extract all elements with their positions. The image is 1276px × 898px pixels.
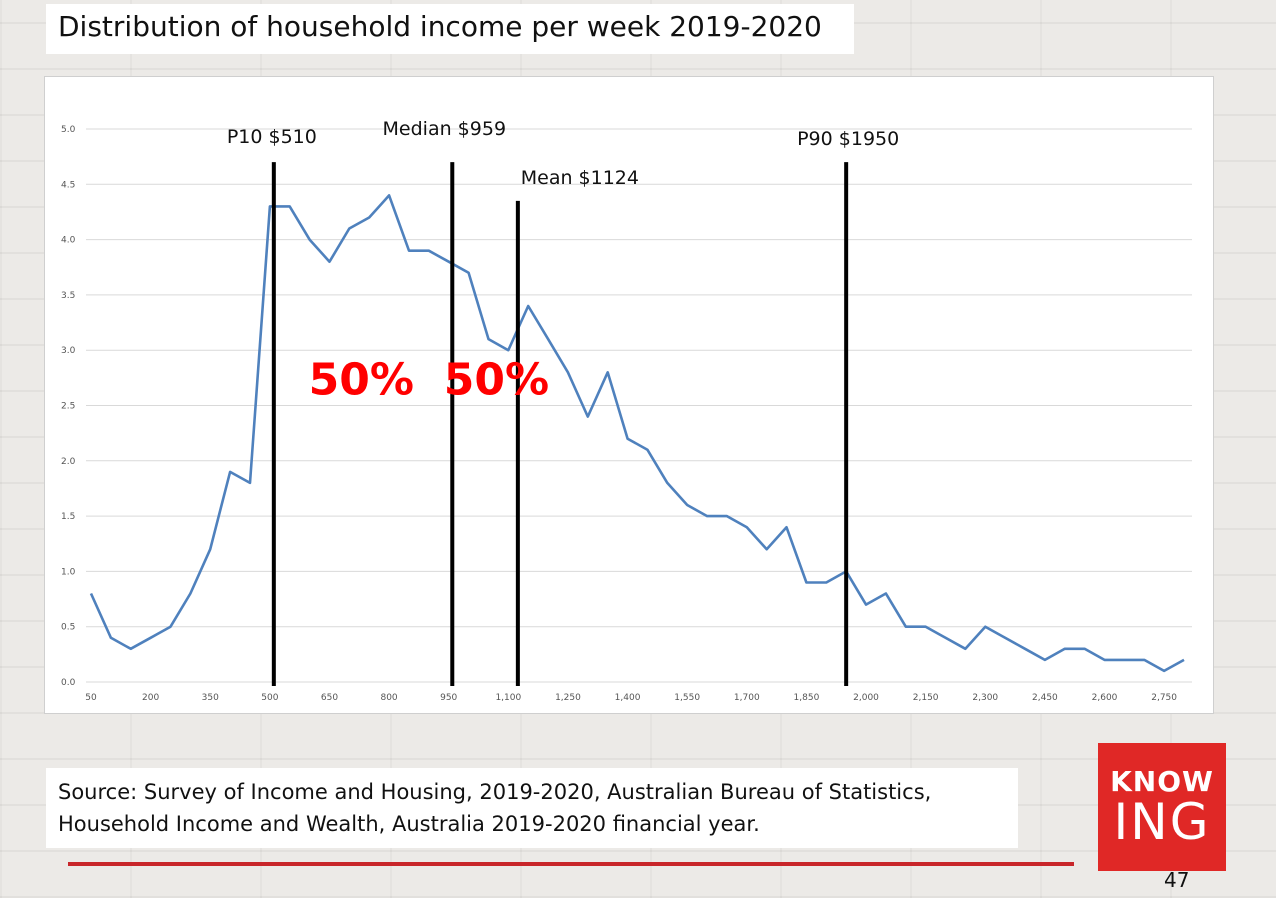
- marker-label: Mean $1124: [521, 167, 639, 189]
- x-tick-label: 1,100: [495, 693, 521, 703]
- x-tick-label: 2,750: [1151, 693, 1177, 703]
- x-tick-label: 2,450: [1032, 693, 1058, 703]
- source-box: [46, 768, 1018, 848]
- y-tick-label: 4.0: [61, 236, 76, 246]
- x-tick-label: 50: [85, 693, 97, 703]
- y-tick-label: 5.0: [61, 125, 76, 135]
- y-tick-label: 2.0: [61, 457, 76, 467]
- x-tick-label: 950: [440, 693, 457, 703]
- half-annotation-1: 50%: [444, 354, 549, 405]
- marker-label: P90 $1950: [797, 128, 899, 150]
- x-tick-label: 2,150: [913, 693, 939, 703]
- footer-divider: [68, 862, 1074, 866]
- y-tick-label: 0.5: [61, 623, 75, 633]
- y-tick-label: 3.0: [61, 346, 76, 356]
- y-tick-label: 1.5: [61, 512, 75, 522]
- x-tick-label: 500: [261, 693, 278, 703]
- logo-text-bottom: ING: [1113, 793, 1211, 851]
- x-tick-label: 200: [142, 693, 159, 703]
- y-tick-label: 3.5: [61, 291, 75, 301]
- x-tick-label: 1,250: [555, 693, 581, 703]
- source-line-2: Household Income and Wealth, Australia 2…: [58, 812, 760, 836]
- slide-title: Distribution of household income per wee…: [58, 10, 822, 43]
- x-tick-label: 2,000: [853, 693, 879, 703]
- y-tick-label: 2.5: [61, 402, 75, 412]
- marker-label: Median $959: [383, 118, 507, 140]
- title-box: [46, 4, 854, 54]
- x-tick-label: 2,600: [1092, 693, 1118, 703]
- source-line-1: Source: Survey of Income and Housing, 20…: [58, 780, 932, 804]
- x-tick-label: 650: [321, 693, 338, 703]
- source-citation: Source: Survey of Income and Housing, 20…: [58, 776, 1018, 840]
- x-tick-label: 1,550: [674, 693, 700, 703]
- x-tick-label: 350: [202, 693, 219, 703]
- half-annotation-0: 50%: [309, 354, 414, 405]
- y-tick-label: 0.0: [61, 678, 76, 688]
- chart-panel: [44, 76, 1214, 714]
- page-number: 47: [1164, 868, 1190, 892]
- x-tick-label: 2,300: [972, 693, 998, 703]
- knowing-logo: KNOW ING: [1098, 743, 1226, 871]
- marker-label: P10 $510: [227, 126, 317, 148]
- y-tick-label: 1.0: [61, 567, 76, 577]
- series-line: [89, 194, 1185, 673]
- y-tick-label: 4.5: [61, 180, 75, 190]
- x-tick-label: 1,850: [794, 693, 820, 703]
- x-tick-label: 800: [380, 693, 397, 703]
- logo-text-top: KNOW: [1110, 765, 1214, 798]
- x-tick-label: 1,400: [615, 693, 641, 703]
- x-tick-label: 1,700: [734, 693, 760, 703]
